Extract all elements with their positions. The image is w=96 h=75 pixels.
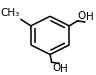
Text: O: O [52, 63, 60, 73]
Text: O: O [78, 11, 86, 21]
Text: CH₃: CH₃ [1, 8, 20, 18]
Text: H: H [60, 64, 68, 74]
Text: H: H [86, 12, 93, 22]
